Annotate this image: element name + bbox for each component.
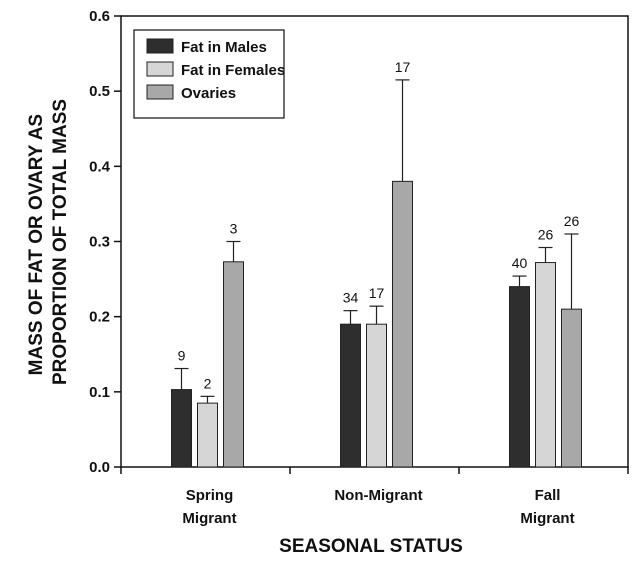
x-category-label: Spring Migrant	[182, 487, 236, 527]
bar	[509, 286, 530, 468]
bar	[340, 323, 361, 468]
bar	[561, 308, 582, 468]
legend-label: Fat in Males	[181, 39, 267, 56]
count-label: 3	[230, 221, 238, 237]
y-tick-label: 0.3	[89, 234, 110, 251]
y-tick-label: 0.4	[89, 158, 111, 175]
count-label: 17	[395, 59, 411, 75]
y-axis-title-line-1: MASS OF FAT OR OVARY AS	[26, 114, 47, 375]
x-category-label-line: Non-Migrant	[334, 487, 422, 504]
y-tick-label: 0.6	[89, 8, 110, 25]
bar	[197, 402, 218, 468]
y-axis: 0.0 0.1 0.2 0.3 0.4 0.5 0.6	[89, 8, 121, 476]
y-tick-label: 0.1	[89, 384, 110, 401]
x-category-label-line: Spring	[186, 487, 234, 504]
legend-swatch	[146, 84, 174, 100]
bar	[366, 323, 387, 468]
bar	[223, 261, 244, 468]
x-category-label: Fall Migrant	[520, 487, 574, 527]
legend: Fat in Males Fat in Females Ovaries	[133, 29, 285, 119]
y-tick-label: 0.2	[89, 309, 110, 326]
count-label: 40	[512, 255, 528, 271]
y-axis-title: MASS OF FAT OR OVARY AS PROPORTION OF TO…	[26, 99, 71, 385]
x-axis: Spring Migrant Non-Migrant Fall Migrant	[120, 467, 629, 527]
count-label: 9	[178, 348, 186, 364]
count-label: 17	[369, 285, 385, 301]
legend-swatch	[146, 38, 174, 54]
x-category-label-line: Migrant	[520, 510, 574, 527]
bar	[171, 389, 192, 468]
legend-swatch	[146, 61, 174, 77]
bars: 9 34 40 2 17 26 3 17 26	[171, 59, 582, 468]
bar	[535, 262, 556, 468]
x-axis-title: SEASONAL STATUS	[279, 536, 463, 557]
count-label: 26	[564, 213, 580, 229]
count-label: 34	[343, 290, 359, 306]
legend-label: Fat in Females	[181, 62, 285, 79]
bar	[392, 180, 413, 468]
y-tick-label: 0.5	[89, 83, 110, 100]
count-label: 2	[204, 375, 212, 391]
x-category-label-line: Fall	[535, 487, 561, 504]
y-axis-title-line-2: PROPORTION OF TOTAL MASS	[50, 99, 71, 385]
count-label: 26	[538, 227, 554, 243]
y-tick-label: 0.0	[89, 459, 110, 476]
x-category-label: Non-Migrant	[334, 487, 422, 504]
x-category-label-line: Migrant	[182, 510, 236, 527]
legend-label: Ovaries	[181, 85, 236, 102]
